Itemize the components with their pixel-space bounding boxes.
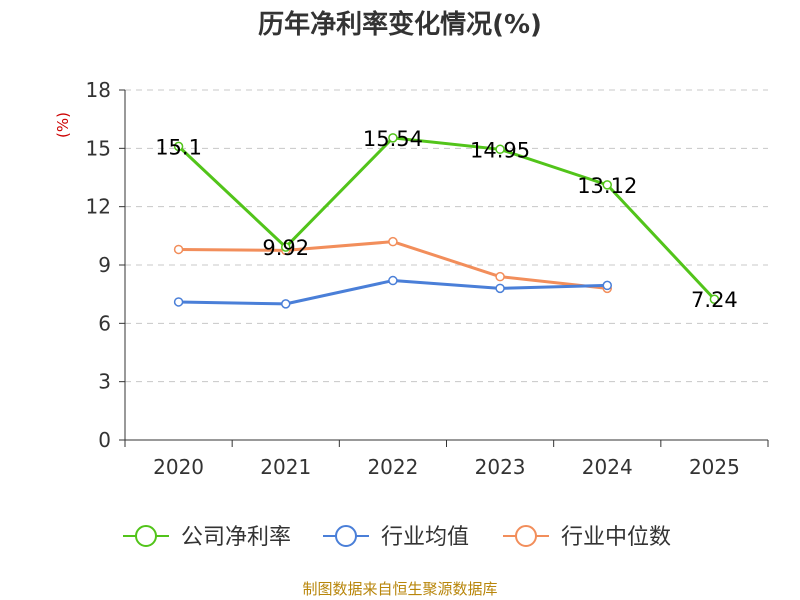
legend-swatch-marker-1	[335, 525, 357, 547]
x-tick-label-2023: 2023	[475, 455, 526, 479]
data-label-2024: 13.12	[577, 174, 637, 198]
legend-label-2: 行业中位数	[561, 525, 671, 550]
data-labels: 15.1 9.92 15.54 14.95 13.12 7.24	[155, 127, 738, 312]
x-tick-label-2025: 2025	[689, 455, 740, 479]
series-0-point-2022[interactable]	[388, 133, 398, 143]
y-tick-label-15: 15	[86, 136, 111, 160]
data-label-2021: 9.92	[262, 236, 309, 260]
series-2-point-2020[interactable]	[173, 244, 184, 255]
series-0-point-2024[interactable]	[602, 180, 612, 190]
data-label-2022: 15.54	[363, 127, 423, 151]
data-label-2023: 14.95	[470, 138, 530, 162]
legend-item-1[interactable]: 行业均值	[323, 525, 469, 550]
chart-title: 历年净利率变化情况(%)	[258, 9, 542, 40]
series-2-point-2023[interactable]	[495, 271, 505, 282]
data-label-2020: 15.1	[155, 135, 202, 159]
x-tick-label-2024: 2024	[582, 455, 633, 479]
series-1-point-2020[interactable]	[173, 297, 184, 307]
series-0-point-2021[interactable]	[281, 242, 291, 252]
y-tick-label-0: 0	[98, 428, 111, 452]
axes: 0 3 6 9 12 15 18 2020 2021 2022 2023 2024 2025	[86, 78, 769, 479]
series-0-point-2023[interactable]	[495, 144, 505, 155]
y-tick-label-3: 3	[98, 370, 111, 394]
y-tick-label-6: 6	[98, 311, 111, 335]
x-tick-label-2021: 2021	[260, 455, 311, 479]
legend-swatch-marker-2	[515, 525, 537, 547]
series-1-point-2022[interactable]	[388, 275, 398, 286]
y-tick-label-9: 9	[98, 253, 111, 277]
grid-lines	[125, 89, 768, 383]
series-line-0	[177, 136, 716, 301]
legend-swatch-marker-0	[135, 525, 157, 547]
series-0-point-2025[interactable]	[709, 294, 720, 304]
source-note: 制图数据来自恒生聚源数据库	[302, 580, 497, 598]
legend-item-0[interactable]: 公司净利率	[123, 525, 291, 550]
legend-item-2[interactable]: 行业中位数	[503, 525, 671, 550]
y-axis-unit: (%)	[54, 112, 72, 138]
legend-label-0: 公司净利率	[181, 525, 291, 550]
legend-label-1: 行业均值	[381, 525, 469, 550]
series-1-point-2023[interactable]	[495, 283, 505, 294]
x-tick-label-2020: 2020	[153, 455, 204, 479]
y-tick-label-12: 12	[86, 195, 111, 219]
y-tick-label-18: 18	[86, 78, 111, 102]
series-2-point-2022[interactable]	[388, 236, 398, 247]
legend[interactable]: 公司净利率 行业均值 行业中位数	[123, 525, 671, 550]
series-1-point-2021[interactable]	[281, 299, 291, 309]
series-0-point-2020[interactable]	[173, 141, 184, 152]
series-1-point-2024[interactable]	[602, 280, 612, 291]
data-label-2025: 7.24	[691, 288, 738, 312]
series-group	[173, 133, 720, 309]
x-tick-label-2022: 2022	[367, 455, 418, 479]
